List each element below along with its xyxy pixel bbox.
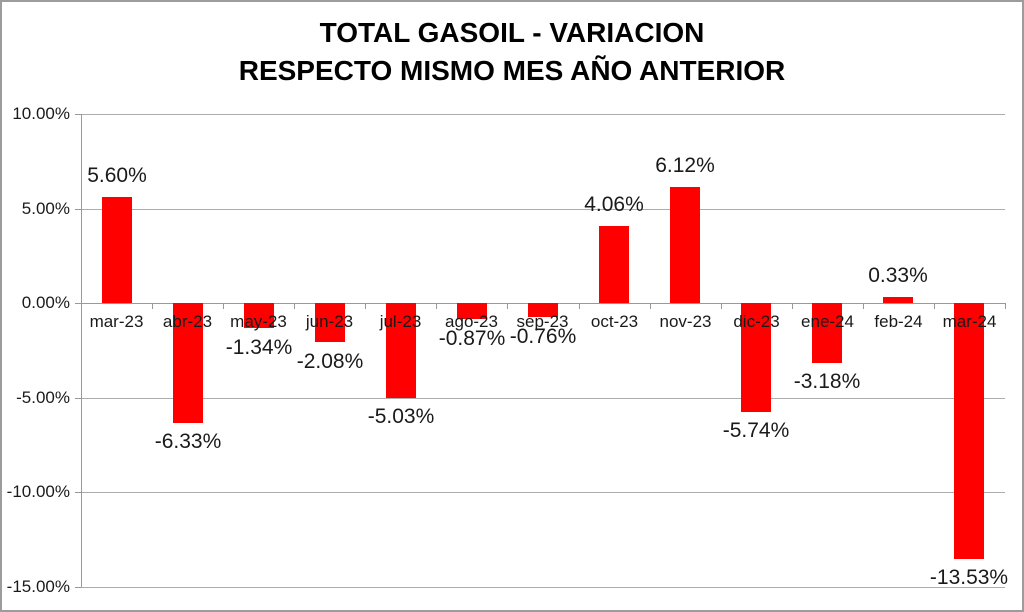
category-label-nov-23: nov-23	[659, 312, 712, 331]
category-label-oct-23: oct-23	[590, 312, 639, 331]
category-label-feb-24: feb-24	[874, 312, 923, 331]
bar-abr-23	[173, 303, 203, 423]
value-label-mar-24: -13.53%	[929, 566, 1009, 589]
x-axis-tick	[1005, 303, 1006, 309]
value-label-nov-23: 6.12%	[655, 154, 715, 177]
category-label-abr-23: abr-23	[162, 312, 213, 331]
x-axis-tick	[365, 303, 366, 309]
x-axis-tick	[650, 303, 651, 309]
value-label-jun-23: -2.08%	[296, 350, 364, 373]
x-axis-tick	[579, 303, 580, 309]
chart-title: TOTAL GASOIL - VARIACION RESPECTO MISMO …	[2, 14, 1022, 90]
y-gridline	[81, 398, 1005, 399]
y-gridline	[81, 587, 1005, 588]
y-axis-tick	[75, 209, 81, 210]
x-axis-tick	[223, 303, 224, 309]
bar-sep-23	[528, 303, 558, 317]
y-gridline	[81, 209, 1005, 210]
chart-title-line2: RESPECTO MISMO MES AÑO ANTERIOR	[238, 55, 786, 86]
category-label-may-23: may-23	[230, 312, 287, 331]
y-axis-tick	[75, 398, 81, 399]
value-label-abr-23: -6.33%	[154, 430, 222, 453]
y-axis-label: -15.00%	[6, 577, 70, 596]
y-axis-label: 5.00%	[21, 199, 70, 218]
y-gridline	[81, 492, 1005, 493]
y-axis-label: 0.00%	[21, 293, 70, 312]
category-label-jul-23: jul-23	[379, 312, 422, 331]
x-axis-tick	[436, 303, 437, 309]
bar-jul-23	[386, 303, 416, 398]
value-label-mar-23: 5.60%	[87, 164, 147, 187]
bar-dic-23	[741, 303, 771, 412]
x-axis-tick	[792, 303, 793, 309]
y-axis-tick	[75, 587, 81, 588]
value-label-dic-23: -5.74%	[722, 419, 790, 442]
y-gridline	[81, 114, 1005, 115]
category-label-mar-23: mar-23	[89, 312, 144, 331]
value-label-ene-24: -3.18%	[793, 370, 861, 393]
value-label-ago-23: -0.87%	[438, 327, 506, 350]
y-axis-label: -10.00%	[6, 482, 70, 501]
x-axis-tick	[294, 303, 295, 309]
x-axis-tick	[934, 303, 935, 309]
x-axis-tick	[81, 303, 82, 309]
bar-nov-23	[670, 187, 700, 303]
y-axis-line	[81, 114, 82, 587]
category-label-ene-24: ene-24	[801, 312, 854, 331]
x-axis-tick	[152, 303, 153, 309]
category-label-sep-23: sep-23	[516, 312, 569, 331]
y-axis-label: 10.00%	[12, 104, 70, 123]
category-label-dic-23: dic-23	[733, 312, 780, 331]
value-label-may-23: -1.34%	[225, 336, 293, 359]
bar-ene-24	[812, 303, 842, 363]
bar-jun-23	[315, 303, 345, 342]
chart-title-line1: TOTAL GASOIL - VARIACION	[319, 17, 705, 48]
y-axis-tick	[75, 303, 81, 304]
x-axis-tick	[863, 303, 864, 309]
y-axis-tick	[75, 114, 81, 115]
value-label-sep-23: -0.76%	[509, 325, 577, 348]
value-label-jul-23: -5.03%	[367, 405, 435, 428]
bar-feb-24	[883, 297, 913, 303]
bar-mar-23	[102, 197, 132, 303]
bar-ago-23	[457, 303, 487, 319]
y-axis-tick	[75, 492, 81, 493]
bar-oct-23	[599, 226, 629, 303]
x-axis-tick	[507, 303, 508, 309]
x-axis-tick	[721, 303, 722, 309]
category-label-mar-24: mar-24	[942, 312, 997, 331]
value-label-oct-23: 4.06%	[584, 193, 644, 216]
y-axis-label: -5.00%	[16, 388, 70, 407]
bar-may-23	[244, 303, 274, 328]
category-label-ago-23: ago-23	[445, 312, 498, 331]
bar-mar-24	[954, 303, 984, 559]
category-label-jun-23: jun-23	[305, 312, 354, 331]
value-label-feb-24: 0.33%	[868, 264, 928, 287]
